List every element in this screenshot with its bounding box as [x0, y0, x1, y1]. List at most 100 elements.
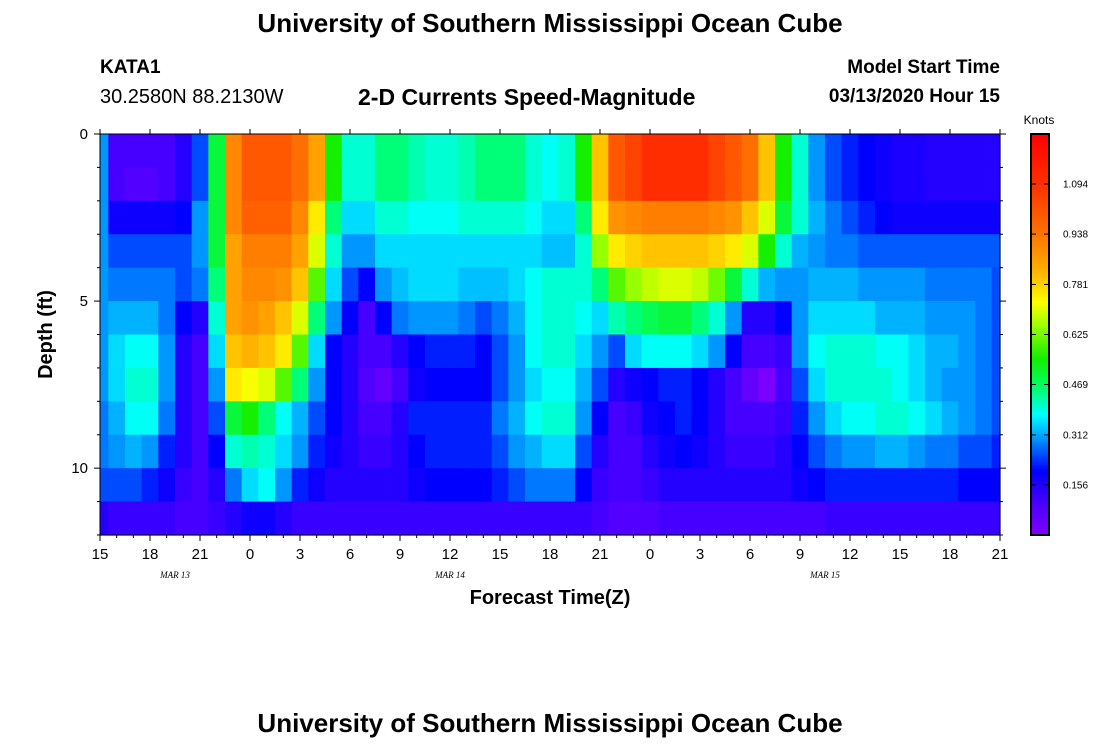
heat-cell [941, 134, 959, 169]
heat-cell [508, 267, 526, 302]
heat-cell [225, 434, 243, 469]
heat-cell [508, 434, 526, 469]
heat-cell [208, 468, 226, 503]
heat-cell [358, 468, 376, 503]
heat-cell [258, 134, 276, 169]
heat-cell [408, 501, 426, 536]
heat-cell [241, 468, 259, 503]
heat-cell [758, 134, 776, 169]
heat-cell [525, 267, 543, 302]
heat-cell [325, 301, 343, 336]
heat-cell [908, 134, 926, 169]
heat-cell [841, 301, 859, 336]
heat-cell [991, 334, 1001, 369]
heat-cell [575, 234, 593, 269]
heat-cell [408, 434, 426, 469]
heat-cell [441, 301, 459, 336]
heat-cell [758, 200, 776, 235]
heat-cell [108, 301, 126, 336]
heat-cell [275, 267, 293, 302]
heat-cell [858, 301, 876, 336]
heat-cell [441, 134, 459, 169]
heat-cell [558, 267, 576, 302]
heat-cell [908, 301, 926, 336]
heat-cell [441, 234, 459, 269]
heat-cell [391, 401, 409, 436]
heat-cell [691, 434, 709, 469]
heat-cell [125, 468, 143, 503]
heat-cell [908, 167, 926, 202]
heat-cell [541, 334, 559, 369]
heat-cell [791, 301, 809, 336]
heat-cell [241, 234, 259, 269]
heat-cell [275, 134, 293, 169]
heat-cell [758, 501, 776, 536]
heat-cell [175, 468, 193, 503]
heat-cell [558, 468, 576, 503]
x-tick-label: 21 [992, 546, 1009, 563]
heat-cell [908, 501, 926, 536]
heat-cell [325, 468, 343, 503]
heat-cell [991, 234, 1001, 269]
heat-cell [891, 468, 909, 503]
heat-cell [391, 267, 409, 302]
heat-cell [658, 468, 676, 503]
heat-cell [208, 501, 226, 536]
heat-cell [291, 468, 309, 503]
heat-cell [241, 200, 259, 235]
heat-cell [275, 434, 293, 469]
heat-cell [491, 267, 509, 302]
heat-cell [191, 134, 209, 169]
heat-cell [558, 234, 576, 269]
heat-cell [341, 367, 359, 402]
heat-cell [125, 501, 143, 536]
heat-cell [291, 167, 309, 202]
heat-cell [275, 234, 293, 269]
heat-cell [508, 468, 526, 503]
heat-cell [175, 134, 193, 169]
heat-cell [258, 367, 276, 402]
heatmap-cells [100, 134, 1001, 536]
heat-cell [741, 468, 759, 503]
heat-cell [475, 167, 493, 202]
heat-cell [991, 401, 1001, 436]
heat-cell [625, 200, 643, 235]
heat-cell [658, 301, 676, 336]
heat-cell [591, 234, 609, 269]
heat-cell [691, 134, 709, 169]
heat-cell [158, 401, 176, 436]
heat-cell [225, 468, 243, 503]
heat-cell [941, 367, 959, 402]
heat-cell [825, 434, 843, 469]
heat-cell [308, 434, 326, 469]
heat-cell [908, 367, 926, 402]
heat-cell [575, 334, 593, 369]
heat-cell [525, 167, 543, 202]
heat-cell [408, 468, 426, 503]
heat-cell [891, 167, 909, 202]
heat-cell [875, 367, 893, 402]
heat-cell [925, 434, 943, 469]
heat-cell [908, 267, 926, 302]
heat-cell [875, 434, 893, 469]
heat-cell [575, 468, 593, 503]
heat-cell [708, 434, 726, 469]
heat-cell [741, 134, 759, 169]
heat-cell [208, 267, 226, 302]
heat-cell [358, 334, 376, 369]
heat-cell [291, 434, 309, 469]
heat-cell [891, 234, 909, 269]
colorbar-tick-label: 0.938 [1063, 230, 1088, 241]
heat-cell [358, 200, 376, 235]
heat-cell [258, 434, 276, 469]
heat-cell [958, 267, 976, 302]
heat-cell [941, 434, 959, 469]
heat-cell [775, 401, 793, 436]
heat-cell [741, 401, 759, 436]
x-tick-label: 0 [246, 546, 254, 563]
heat-cell [108, 468, 126, 503]
heat-cell [775, 167, 793, 202]
heat-cell [458, 267, 476, 302]
heat-cell [391, 301, 409, 336]
